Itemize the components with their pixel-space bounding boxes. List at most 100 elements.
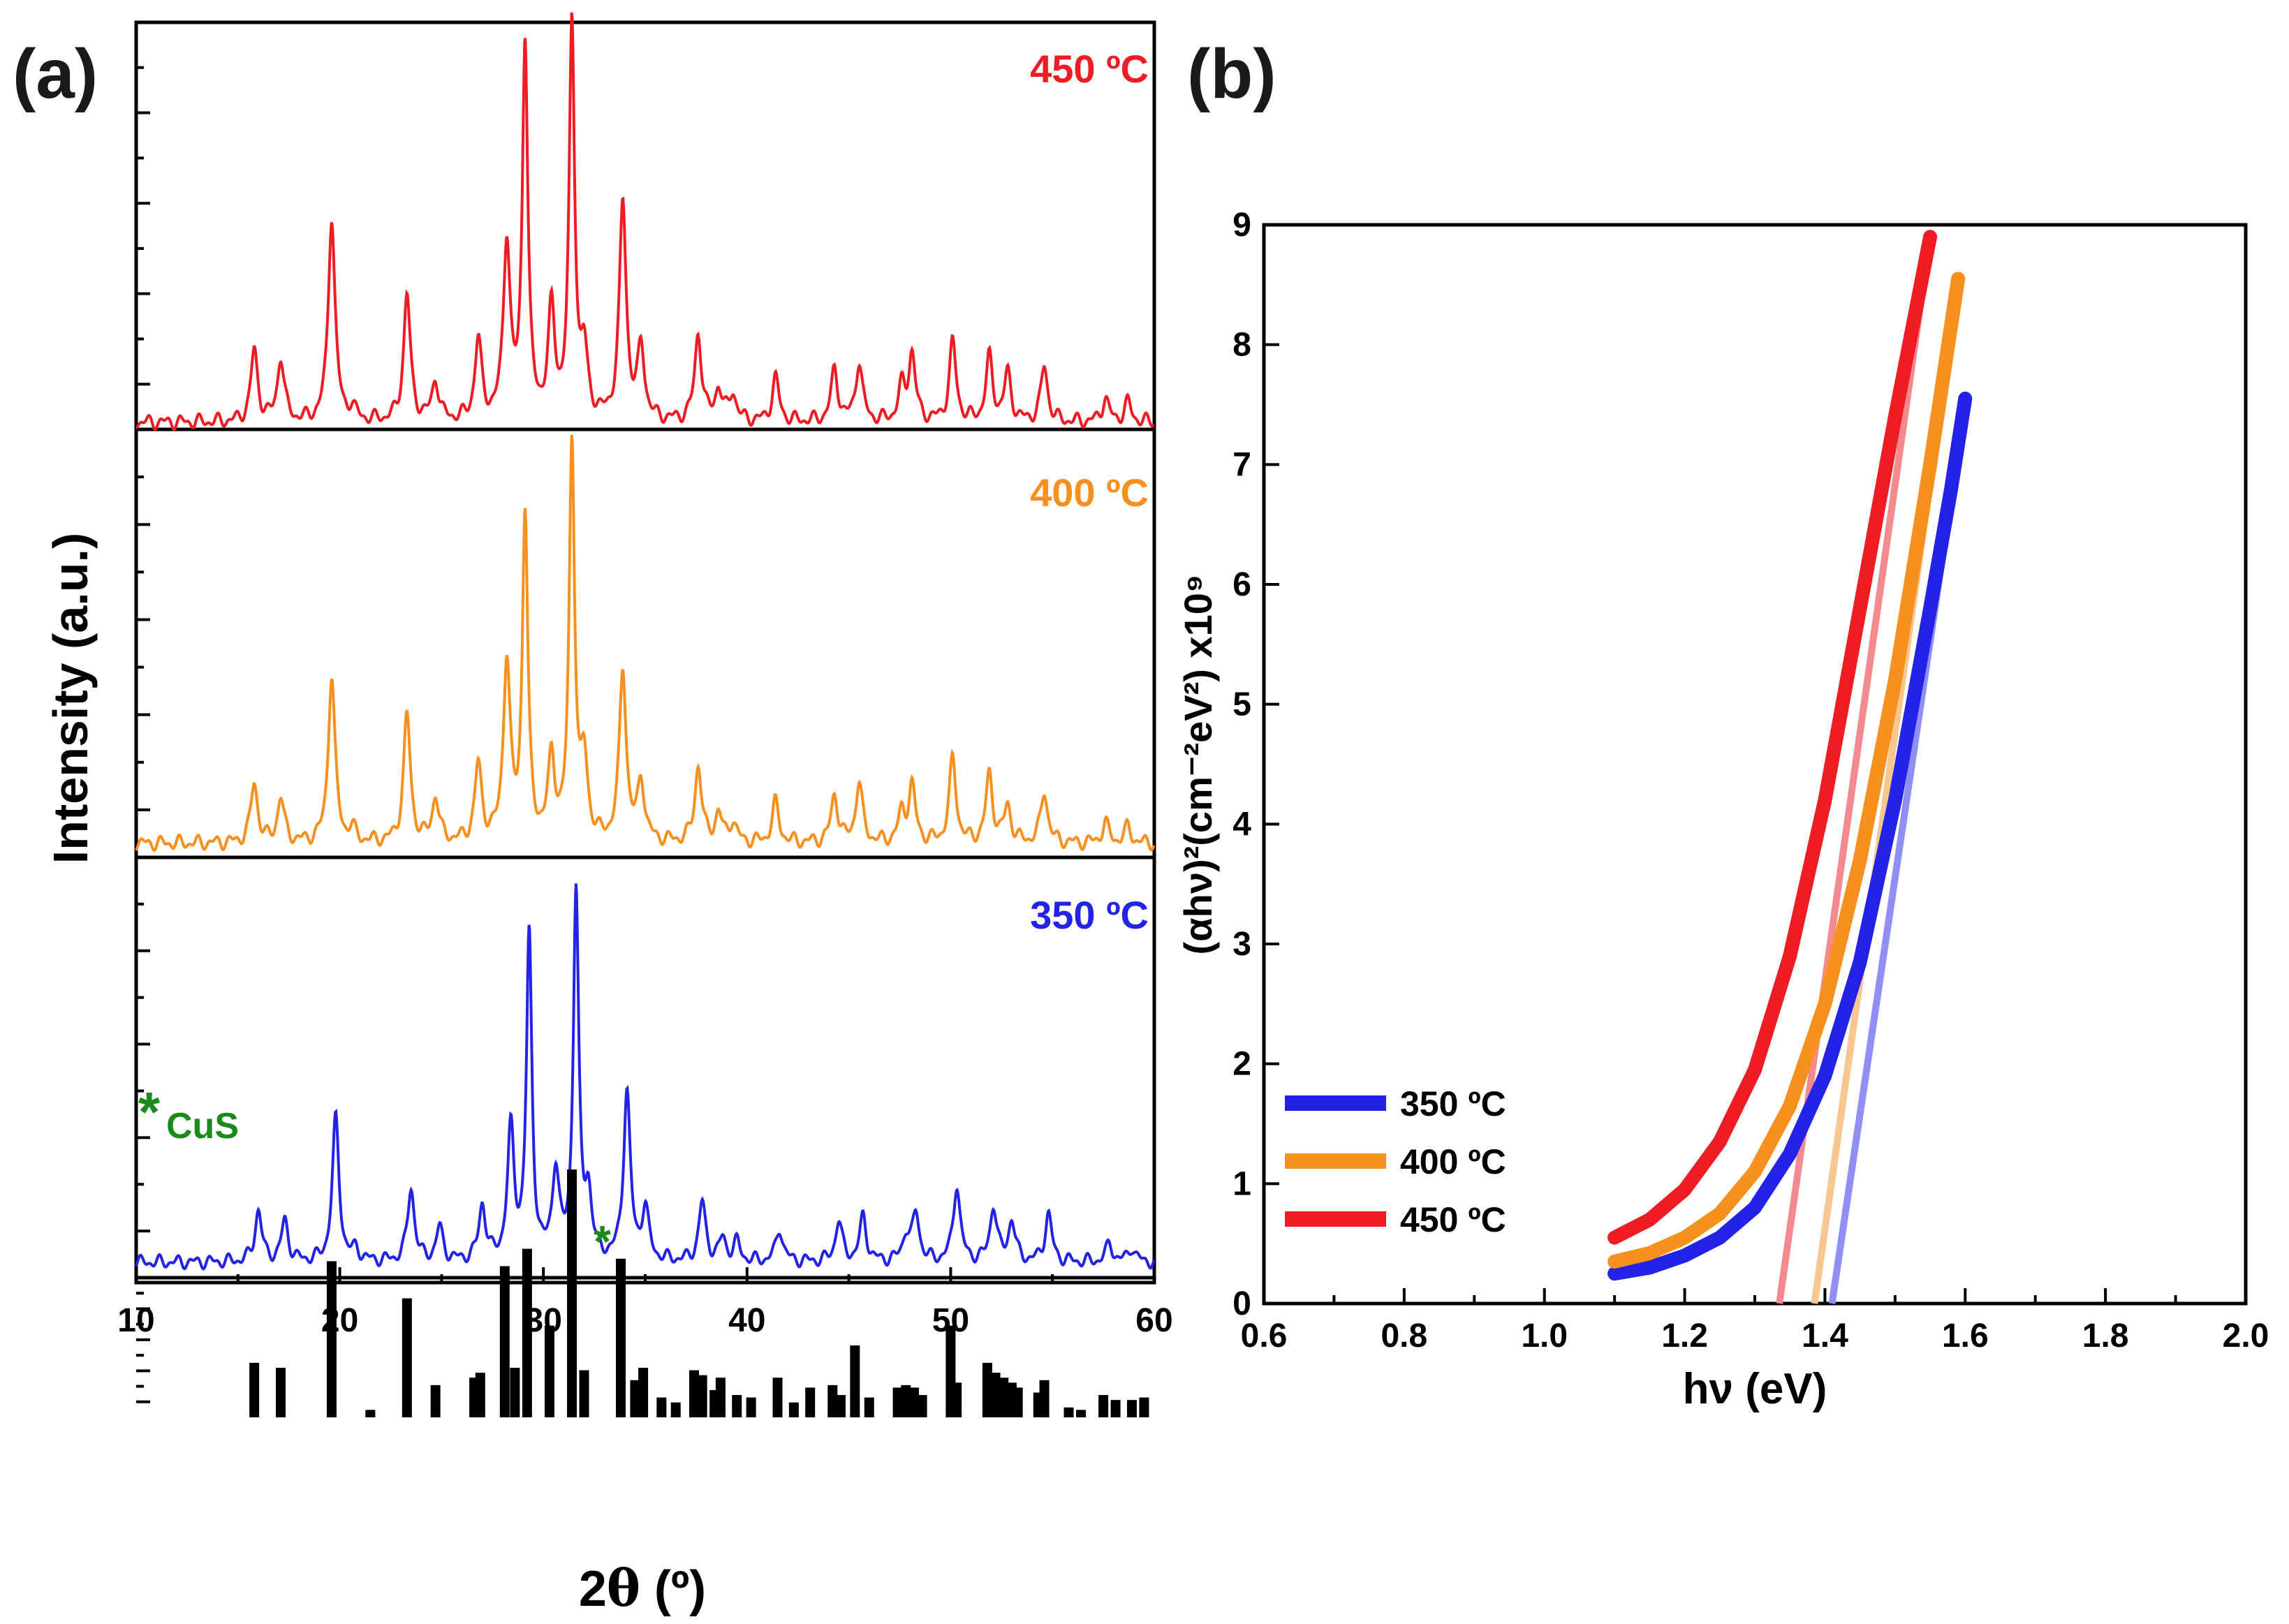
reference-stick <box>917 1395 927 1417</box>
reference-stick <box>805 1387 816 1417</box>
tauc-axis-ticks: 0.6 0.8 1.0 1.2 1.4 1.6 1.8 2.0 0 1 2 3 4 5 6 7 8 9 <box>1232 207 2269 1354</box>
reference-stick <box>616 1258 626 1417</box>
tauc-series-450 <box>1607 230 1938 1245</box>
reference-stick <box>638 1368 649 1417</box>
xrd-series <box>135 12 1156 1271</box>
reference-stick <box>864 1397 874 1417</box>
reference-stick <box>697 1375 707 1417</box>
reference-stick <box>952 1382 962 1417</box>
legend-label-350: 350 ºC <box>1400 1084 1506 1123</box>
reference-stick <box>656 1397 667 1417</box>
reference-pattern <box>249 1169 1149 1417</box>
xrd-series-450 <box>135 12 1155 431</box>
tauc-y-tick-label: 1 <box>1232 1165 1251 1202</box>
tauc-x-tick-label: 1.8 <box>2082 1317 2129 1354</box>
reference-stick <box>670 1402 681 1417</box>
reference-stick <box>475 1373 485 1417</box>
legend-label-400: 400 ºC <box>1400 1142 1506 1181</box>
tauc-legend: 350 ºC 400 ºC 450 ºC <box>1285 1084 1506 1239</box>
cus-marker-star: * <box>138 1081 161 1143</box>
reference-stick <box>1110 1400 1121 1417</box>
reference-stick <box>630 1380 640 1417</box>
reference-stick <box>1139 1397 1149 1417</box>
tauc-x-tick-label: 2.0 <box>2223 1317 2269 1354</box>
tauc-y-tick-label: 3 <box>1232 926 1251 963</box>
reference-stick <box>1098 1395 1109 1417</box>
panel-label-b: (b) <box>1187 35 1276 113</box>
xrd-frame <box>134 20 1156 1285</box>
tauc-y-tick-label: 9 <box>1232 207 1251 244</box>
xrd-panel: (a) 10 20 30 40 50 60 450 ºC 400 ºC 350 ºC * … <box>13 12 1173 1618</box>
reference-stick <box>499 1266 510 1417</box>
tauc-y-tick-label: 5 <box>1232 686 1251 723</box>
x-title-theta: θ <box>607 1558 640 1618</box>
reference-stick <box>402 1298 412 1417</box>
cus-marker-label: CuS <box>166 1106 239 1146</box>
reference-stick <box>715 1378 726 1417</box>
tauc-y-axis-title: (αhν)²(cm⁻²eV²) x10⁹ <box>1176 575 1220 955</box>
reference-stick <box>1076 1410 1087 1417</box>
tauc-x-axis-title: hν (eV) <box>1683 1365 1827 1413</box>
reference-stick <box>276 1368 286 1417</box>
reference-stick <box>746 1397 756 1417</box>
tauc-series <box>1607 230 1973 1281</box>
reference-stick <box>850 1345 860 1417</box>
tauc-series-400 <box>1607 272 1966 1269</box>
xrd-x-axis-title: 2θ (º) <box>579 1558 706 1618</box>
xrd-series-350 <box>135 883 1156 1271</box>
xrd-x-tick-label: 60 <box>1135 1302 1172 1339</box>
xrd-x-tick-label: 20 <box>321 1302 358 1339</box>
legend-label-450: 450 ºC <box>1400 1200 1506 1239</box>
reference-stick <box>544 1325 554 1417</box>
reference-stick <box>1126 1400 1137 1417</box>
xrd-x-tick-label: 40 <box>728 1302 765 1339</box>
label-350: 350 ºC <box>1030 893 1149 937</box>
tauc-y-tick-label: 4 <box>1232 806 1251 843</box>
tauc-x-tick-label: 1.4 <box>1802 1317 1848 1354</box>
tauc-series-350 <box>1607 391 1973 1281</box>
reference-stick <box>567 1169 577 1417</box>
reference-stick <box>982 1362 992 1417</box>
reference-stick <box>1063 1407 1074 1417</box>
tauc-x-tick-label: 1.2 <box>1661 1317 1708 1354</box>
reference-stick <box>732 1395 742 1417</box>
tauc-y-tick-label: 6 <box>1232 566 1251 603</box>
tauc-x-tick-label: 0.8 <box>1381 1317 1427 1354</box>
tauc-x-tick-label: 1.6 <box>1942 1317 1989 1354</box>
reference-stick <box>892 1387 903 1417</box>
reference-stick <box>901 1385 911 1417</box>
xrd-y-axis-title: Intensity (a.u.) <box>43 533 98 864</box>
tauc-y-tick-label: 2 <box>1232 1046 1251 1083</box>
x-title-unit: (º) <box>640 1561 706 1617</box>
reference-stick <box>689 1370 699 1417</box>
x-title-number: 2 <box>579 1561 607 1617</box>
tauc-y-tick-label: 8 <box>1232 327 1251 364</box>
reference-stick <box>772 1378 783 1417</box>
reference-stick <box>788 1402 799 1417</box>
reference-stick <box>430 1385 441 1417</box>
reference-stick <box>835 1395 846 1417</box>
panel-label-a: (a) <box>13 35 98 113</box>
reference-stick <box>999 1378 1009 1417</box>
reference-stick <box>365 1410 376 1417</box>
cus-peak-marker: * <box>594 1216 611 1267</box>
label-450: 450 ºC <box>1030 47 1149 91</box>
reference-stick <box>249 1362 260 1417</box>
reference-stick <box>579 1370 589 1417</box>
tauc-y-tick-label: 7 <box>1232 446 1251 483</box>
tauc-x-tick-label: 1.0 <box>1521 1317 1568 1354</box>
tauc-x-tick-label: 0.6 <box>1241 1317 1288 1354</box>
xrd-series-400 <box>135 434 1156 852</box>
reference-stick <box>1039 1380 1050 1417</box>
tauc-panel: (b) 0.6 0.8 1.0 1.2 1.4 1.6 1.8 2.0 0 1 2 3 4 5 6 7 8 9 3… <box>1176 35 2269 1413</box>
label-400: 400 ºC <box>1030 471 1149 515</box>
reference-stick <box>1013 1387 1023 1417</box>
reference-stick <box>326 1261 337 1417</box>
reference-stick <box>510 1368 520 1417</box>
reference-stick <box>827 1385 838 1417</box>
reference-stick <box>908 1387 919 1417</box>
tauc-y-tick-label: 0 <box>1232 1285 1251 1322</box>
reference-stick <box>990 1373 1001 1417</box>
reference-stick <box>522 1248 532 1417</box>
